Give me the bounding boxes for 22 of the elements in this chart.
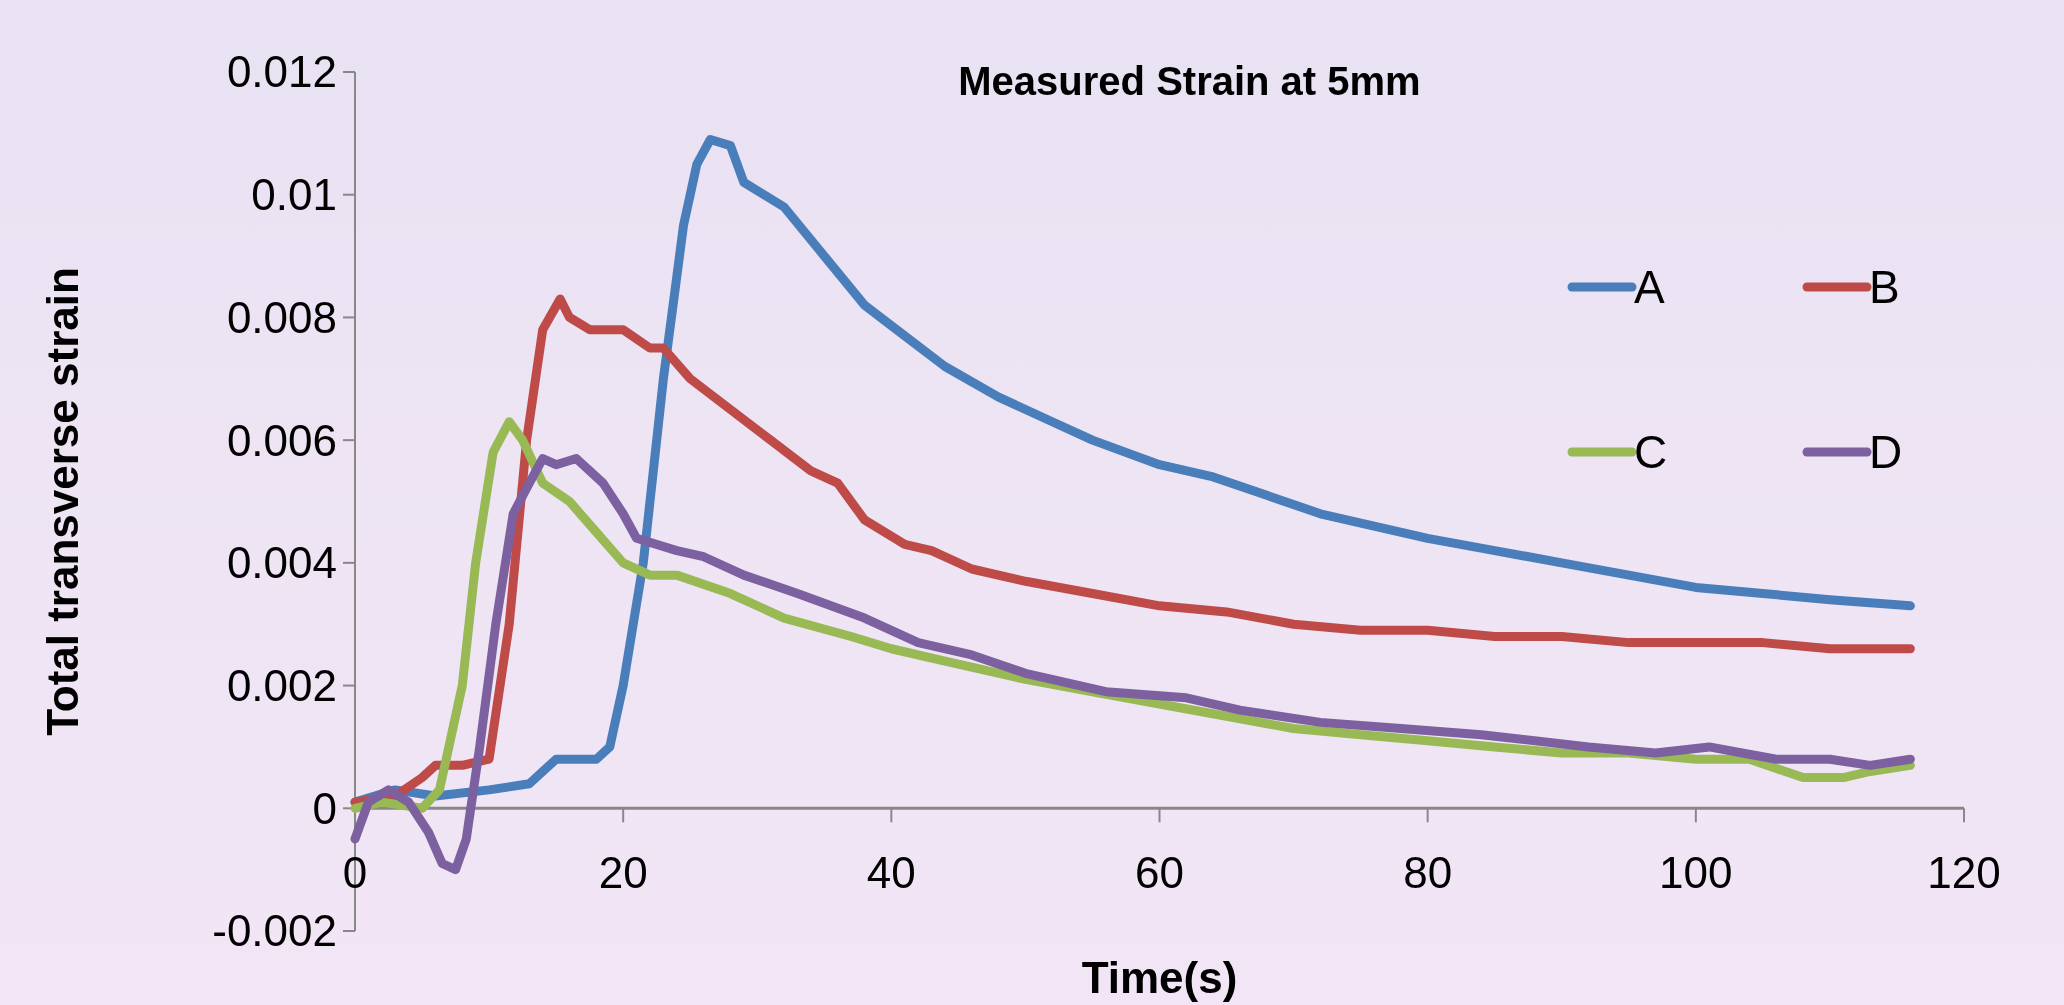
y-tick-label: 0.008 — [226, 292, 337, 342]
y-tick-label: 0.01 — [251, 170, 337, 220]
y-tick-label: 0.002 — [226, 660, 337, 710]
y-tick-label: 0 — [312, 783, 337, 833]
x-tick-label: 40 — [866, 848, 916, 898]
x-tick-label: 60 — [1135, 848, 1184, 898]
x-axis-title: Time(s) — [1081, 953, 1238, 1002]
y-tick-label: 0.012 — [226, 47, 337, 97]
y-axis-title: Total transverse strain — [38, 267, 87, 736]
chart-title: Measured Strain at 5mm — [958, 59, 1421, 103]
y-tick-label: -0.002 — [212, 906, 337, 956]
legend-label: D — [1869, 426, 1903, 479]
legend-label: A — [1634, 261, 1665, 314]
x-tick-label: 0 — [342, 848, 368, 898]
y-tick-label: 0.004 — [226, 538, 337, 588]
legend-label: B — [1869, 261, 1900, 314]
legend-label: C — [1634, 426, 1668, 479]
y-tick-label: 0.006 — [226, 415, 337, 465]
x-tick-label: 120 — [1927, 848, 2001, 898]
x-tick-label: 100 — [1659, 848, 1733, 898]
x-tick-label: 20 — [598, 848, 648, 898]
x-tick-label: 80 — [1403, 848, 1453, 898]
